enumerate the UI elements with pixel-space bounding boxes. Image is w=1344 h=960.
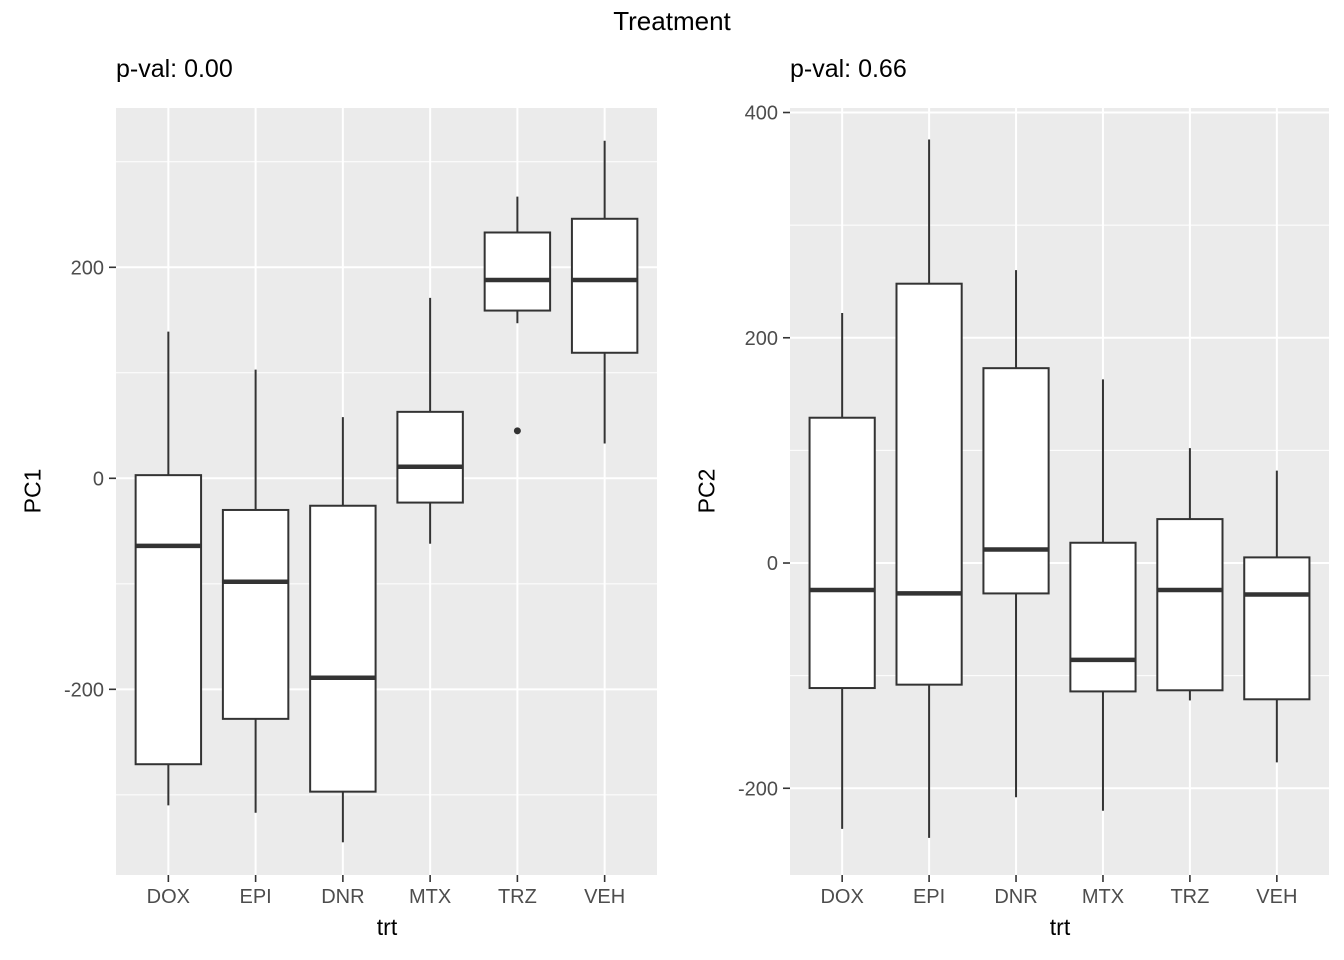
box-EPI xyxy=(895,282,963,686)
box-TRZ xyxy=(483,231,552,312)
x-tick-label: EPI xyxy=(913,886,945,908)
box-VEH xyxy=(570,217,639,354)
x-tick-label: DOX xyxy=(147,886,190,908)
chart-title: Treatment xyxy=(613,6,731,36)
x-tick-label: DNR xyxy=(321,886,364,908)
x-tick-label: DNR xyxy=(994,886,1037,908)
box-DOX xyxy=(134,474,203,766)
panel-bg-PC2 xyxy=(790,108,1329,875)
x-tick-label: MTX xyxy=(409,886,451,908)
box-VEH xyxy=(1243,556,1311,701)
y-tick-label: 200 xyxy=(745,328,778,350)
box-EPI xyxy=(221,508,290,720)
x-axis-title-right: trt xyxy=(1049,914,1071,940)
x-tick-label: VEH xyxy=(584,886,625,908)
y-tick-label: 0 xyxy=(93,468,104,490)
pval-annotation-pc2: p-val: 0.66 xyxy=(790,55,907,83)
x-tick-label: DOX xyxy=(820,886,863,908)
box-MTX xyxy=(396,410,464,504)
x-tick-label: TRZ xyxy=(498,886,537,908)
x-tick-label: MTX xyxy=(1082,886,1124,908)
box-TRZ xyxy=(1156,518,1224,692)
y-axis-title-pc1: PC1 xyxy=(19,468,46,514)
panel-bg-PC1 xyxy=(116,108,657,875)
x-tick-label: EPI xyxy=(239,886,271,908)
y-axis-title-pc2: PC2 xyxy=(693,468,720,514)
y-tick-label: 200 xyxy=(71,257,104,279)
box-DNR xyxy=(982,367,1050,595)
outlier-point-TRZ xyxy=(513,427,521,435)
x-tick-label: VEH xyxy=(1256,886,1297,908)
box-DOX xyxy=(808,416,876,690)
box-DNR xyxy=(309,504,377,793)
x-tick-label: TRZ xyxy=(1170,886,1209,908)
y-tick-label: 0 xyxy=(767,553,778,575)
pval-annotation-pc1: p-val: 0.00 xyxy=(116,55,233,83)
box-MTX xyxy=(1069,541,1137,693)
y-tick-label: -200 xyxy=(64,679,104,701)
y-tick-label: -200 xyxy=(738,778,778,800)
x-axis-title-left: trt xyxy=(376,914,398,940)
y-tick-label: 400 xyxy=(745,103,778,125)
